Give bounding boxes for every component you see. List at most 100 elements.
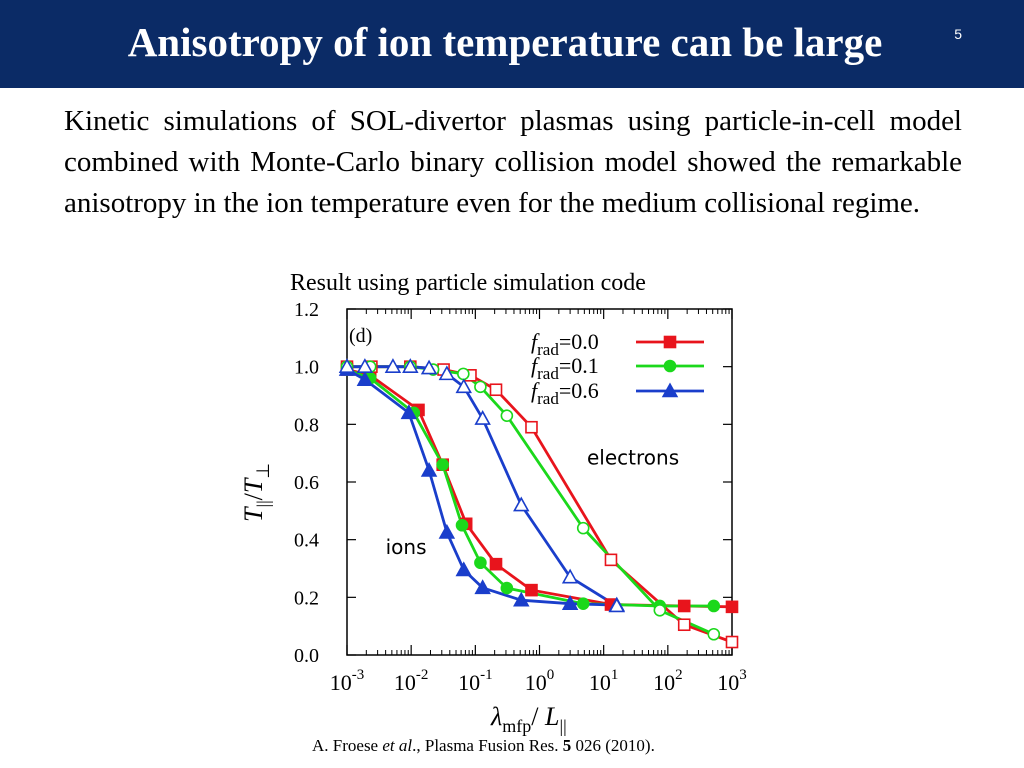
data-point-5-7 xyxy=(474,410,491,425)
y-label-slash: / xyxy=(239,492,268,500)
data-point-3-6 xyxy=(525,420,538,434)
series-line-1 xyxy=(346,368,714,608)
x-tick-label: 10-1 xyxy=(458,667,493,695)
data-point-5-4 xyxy=(420,359,438,375)
data-point-1-7 xyxy=(576,597,590,610)
data-point-3-9 xyxy=(725,635,739,649)
data-point-1-4 xyxy=(455,518,469,532)
data-point-1-3 xyxy=(436,458,449,472)
data-point-5-5 xyxy=(438,365,456,381)
legend-marker-0 xyxy=(663,335,677,349)
data-point-0-5 xyxy=(489,557,503,571)
title-bar xyxy=(0,0,1024,88)
x-tick-base: 10 xyxy=(717,670,739,695)
annotation-electrons: electrons xyxy=(587,446,679,470)
x-tick-label: 102 xyxy=(653,667,683,695)
citation-etal: et al xyxy=(382,736,413,755)
y-tick-label: 0.6 xyxy=(294,472,319,494)
data-point-2-2 xyxy=(400,404,418,420)
legend-marker-2 xyxy=(661,382,679,398)
y-tick-label: 1.2 xyxy=(294,299,319,321)
panel-label: (d) xyxy=(349,325,372,347)
x-tick-label: 103 xyxy=(717,667,747,695)
x-label-sub: mfp xyxy=(502,716,531,736)
legend-sub: rad xyxy=(537,389,559,408)
x-tick-base: 10 xyxy=(458,670,480,695)
y-axis-label: T||/T⊥ xyxy=(239,463,273,522)
data-point-5-1 xyxy=(356,358,374,373)
legend-value: =0.0 xyxy=(559,329,599,354)
data-point-3-8 xyxy=(677,618,691,632)
x-tick-exponent: 1 xyxy=(611,667,619,683)
legend-f: f xyxy=(531,353,540,378)
data-point-5-3 xyxy=(402,358,419,373)
data-point-2-3 xyxy=(420,461,438,477)
x-label-slash: / xyxy=(531,702,545,731)
chart-caption: Result using particle simulation code xyxy=(290,270,646,296)
legend-f: f xyxy=(531,329,540,354)
data-point-1-9 xyxy=(707,599,721,613)
data-point-1-6 xyxy=(500,581,514,595)
x-tick-label: 10-2 xyxy=(394,667,429,695)
x-tick-exponent: 2 xyxy=(675,667,683,683)
data-point-4-8 xyxy=(653,604,667,617)
citation: A. Froese et al., Plasma Fusion Res. 5 0… xyxy=(312,736,655,756)
data-point-0-8 xyxy=(677,599,691,613)
y-label-T2: T xyxy=(239,477,268,493)
x-tick-exponent: 0 xyxy=(547,667,555,683)
data-point-5-10 xyxy=(608,597,625,613)
legend-value: =0.6 xyxy=(559,378,599,403)
legend-sub: rad xyxy=(537,364,559,383)
x-tick-base: 10 xyxy=(589,670,611,695)
legend-f: f xyxy=(531,378,540,403)
data-point-2-4 xyxy=(438,523,456,539)
y-label-perp: ⊥ xyxy=(253,463,273,479)
slide-title: Anisotropy of ion temperature can be lar… xyxy=(127,19,883,65)
page-number: 5 xyxy=(954,26,962,42)
data-point-5-6 xyxy=(455,378,472,394)
data-point-2-1 xyxy=(356,371,374,386)
y-tick-label: 0.2 xyxy=(294,587,319,609)
legend-value: =0.1 xyxy=(559,353,599,378)
data-point-2-8 xyxy=(561,595,579,610)
data-point-2-7 xyxy=(513,591,530,607)
body-paragraph: Kinetic simulations of SOL-divertor plas… xyxy=(64,105,962,219)
data-point-4-6 xyxy=(500,409,514,422)
y-label-par: || xyxy=(253,500,273,507)
x-tick-exponent: -2 xyxy=(416,667,429,683)
annotations: electrons ions xyxy=(386,446,679,559)
x-tick-base: 10 xyxy=(653,670,675,695)
x-tick-label: 101 xyxy=(589,667,619,695)
x-tick-base: 10 xyxy=(330,670,352,695)
series-markers xyxy=(338,358,739,649)
axis-ticks: 0.00.20.40.60.81.01.210-3 10-2 10-1 100 101 1… xyxy=(294,299,747,695)
annotation-ions: ions xyxy=(386,535,427,559)
data-point-4-4 xyxy=(457,367,470,381)
x-tick-base: 10 xyxy=(525,670,547,695)
series-line-2 xyxy=(346,368,617,607)
data-point-0-9 xyxy=(725,600,739,614)
x-tick-base: 10 xyxy=(394,670,416,695)
data-point-5-9 xyxy=(561,568,579,584)
y-axis-label-text: T||/T⊥ xyxy=(239,463,273,522)
citation-rest: 026 (2010). xyxy=(571,736,655,755)
legend-label-2: frad=0.6 xyxy=(531,378,599,408)
y-tick-label: 1.0 xyxy=(294,357,319,379)
data-point-4-7 xyxy=(576,521,590,535)
data-point-5-2 xyxy=(384,358,402,373)
legend-sub: rad xyxy=(537,340,559,359)
legend-marker-1 xyxy=(663,359,677,373)
data-point-0-6 xyxy=(525,583,538,597)
x-tick-label: 10-3 xyxy=(330,667,365,695)
x-label-L: L xyxy=(544,702,559,731)
x-tick-label: 100 xyxy=(525,667,555,695)
x-axis-label: λmfp/ L|| xyxy=(490,702,567,736)
legend-label-1: frad=0.1 xyxy=(531,353,599,383)
citation-authors: A. Froese xyxy=(312,736,383,755)
citation-journal: ., Plasma Fusion Res. xyxy=(412,736,563,755)
y-tick-label: 0.8 xyxy=(294,414,319,436)
data-point-4-5 xyxy=(474,380,487,394)
x-label-lambda: λ xyxy=(490,702,502,731)
